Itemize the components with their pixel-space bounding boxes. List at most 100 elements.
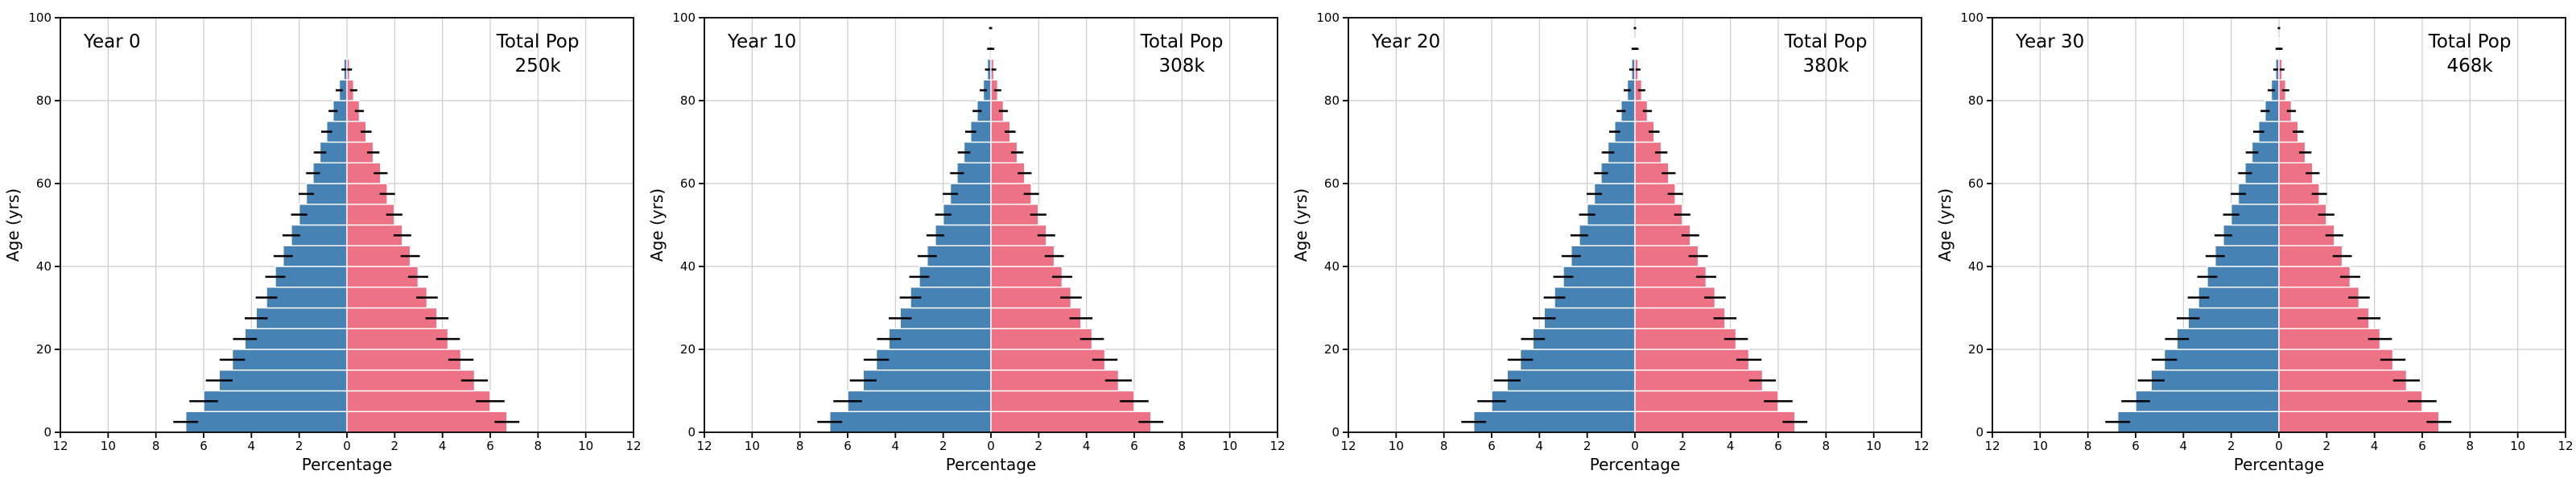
bar-male-35-40 [275, 266, 348, 288]
x-tick-label: 6 [200, 439, 208, 453]
x-tick-label: 2 [1583, 439, 1591, 453]
total-pop-annotation: Total Pop 468k [2428, 31, 2512, 76]
bar-male-25-30 [899, 307, 992, 329]
y-tick-label: 80 [1324, 93, 1340, 108]
bar-female-0-5 [1634, 411, 1796, 433]
x-tick-label: 10 [1389, 439, 1404, 453]
bar-female-25-30 [346, 307, 438, 329]
bar-female-15-20 [1634, 349, 1750, 371]
x-tick-label: 2 [2227, 439, 2235, 453]
x-tick-label: 8 [2467, 439, 2475, 453]
total-pop-label: Total Pop [1140, 31, 1224, 52]
x-tick-label: 8 [2084, 439, 2092, 453]
bar-female-25-30 [990, 307, 1082, 329]
x-tick-label: 6 [2132, 439, 2140, 453]
bar-male-10-15 [218, 369, 348, 392]
bar-male-15-20 [1519, 349, 1636, 371]
x-axis-label: Percentage [1590, 455, 1681, 474]
population-pyramid-year-30: 12 10 8 6 4 2 0 2 4 6 8 10 12020406080100PercentageA… [1932, 0, 2576, 483]
bar-female-40-45 [2278, 245, 2343, 267]
bar-female-5-10 [1634, 390, 1779, 412]
y-tick-label: 80 [36, 93, 52, 108]
x-tick-label: 0 [343, 439, 351, 453]
x-tick-label: 6 [1774, 439, 1782, 453]
x-tick-label: 0 [1631, 439, 1639, 453]
y-tick-label: 40 [36, 259, 52, 274]
x-tick-label: 10 [101, 439, 116, 453]
bar-male-40-45 [283, 245, 348, 267]
bar-male-15-20 [2163, 349, 2280, 371]
bar-female-35-40 [2278, 266, 2351, 288]
bar-female-15-20 [346, 349, 462, 371]
bar-female-30-35 [1634, 287, 1716, 309]
x-tick-label: 6 [1130, 439, 1138, 453]
bar-female-0-5 [346, 411, 508, 433]
bar-female-35-40 [346, 266, 419, 288]
bar-male-10-15 [862, 369, 992, 392]
population-pyramid-year-0: 12 10 8 6 4 2 0 2 4 6 8 10 12020406080100PercentageA… [0, 0, 644, 483]
x-tick-label: 8 [1823, 439, 1831, 453]
x-tick-label: 4 [2371, 439, 2379, 453]
y-tick-label: 20 [1324, 342, 1340, 357]
y-tick-label: 40 [1968, 259, 1984, 274]
bar-male-15-20 [875, 349, 992, 371]
bar-male-35-40 [2207, 266, 2280, 288]
bar-male-30-35 [266, 287, 348, 309]
y-tick-label: 60 [680, 176, 696, 191]
chart-title: Year 30 [2015, 31, 2084, 52]
x-tick-label: 8 [535, 439, 543, 453]
total-pop-label: Total Pop [2428, 31, 2512, 52]
y-tick-label: 0 [687, 425, 696, 440]
y-tick-label: 0 [1331, 425, 1340, 440]
x-tick-label: 12 [1269, 439, 1285, 453]
bar-female-40-45 [1634, 245, 1699, 267]
bar-female-10-15 [990, 369, 1120, 392]
bar-female-5-10 [990, 390, 1135, 412]
bar-female-15-20 [2278, 349, 2394, 371]
y-tick-label: 80 [680, 93, 696, 108]
x-tick-label: 2 [391, 439, 399, 453]
x-tick-label: 4 [892, 439, 900, 453]
x-tick-label: 2 [2323, 439, 2331, 453]
x-tick-label: 12 [625, 439, 641, 453]
bar-male-25-30 [2187, 307, 2280, 329]
bar-male-25-30 [1543, 307, 1636, 329]
bar-female-15-20 [990, 349, 1106, 371]
y-tick-label: 100 [1960, 10, 1984, 25]
x-tick-label: 12 [1984, 439, 2000, 453]
x-tick-label: 0 [2275, 439, 2283, 453]
y-axis-label: Age (yrs) [1935, 188, 1955, 262]
x-tick-label: 0 [987, 439, 995, 453]
bar-female-35-40 [990, 266, 1063, 288]
bar-female-45-50 [990, 224, 1047, 246]
x-tick-label: 4 [1083, 439, 1091, 453]
y-tick-label: 100 [1316, 10, 1340, 25]
y-tick-label: 60 [36, 176, 52, 191]
bar-female-35-40 [1634, 266, 1707, 288]
bar-female-10-15 [2278, 369, 2408, 392]
x-tick-label: 4 [439, 439, 447, 453]
bar-male-5-10 [847, 390, 992, 412]
bar-female-25-30 [1634, 307, 1726, 329]
y-tick-label: 60 [1324, 176, 1340, 191]
bar-male-0-5 [1473, 411, 1636, 433]
total-pop-label: Total Pop [496, 31, 580, 52]
chart-title: Year 20 [1371, 31, 1440, 52]
chart-title: Year 0 [83, 31, 141, 52]
bar-male-30-35 [910, 287, 992, 309]
total-pop-value: 308k [1158, 56, 1205, 76]
x-tick-label: 6 [486, 439, 494, 453]
x-tick-label: 2 [295, 439, 303, 453]
total-pop-annotation: Total Pop 250k [496, 31, 580, 76]
x-tick-label: 4 [2180, 439, 2188, 453]
x-tick-label: 8 [1440, 439, 1448, 453]
x-tick-label: 10 [1222, 439, 1237, 453]
y-tick-label: 20 [1968, 342, 1984, 357]
y-tick-label: 40 [1324, 259, 1340, 274]
population-pyramid-year-20: 12 10 8 6 4 2 0 2 4 6 8 10 12020406080100PercentageA… [1288, 0, 1932, 483]
bar-male-35-40 [919, 266, 992, 288]
bar-female-30-35 [346, 287, 428, 309]
total-pop-value: 468k [2446, 56, 2493, 76]
x-tick-label: 8 [796, 439, 804, 453]
